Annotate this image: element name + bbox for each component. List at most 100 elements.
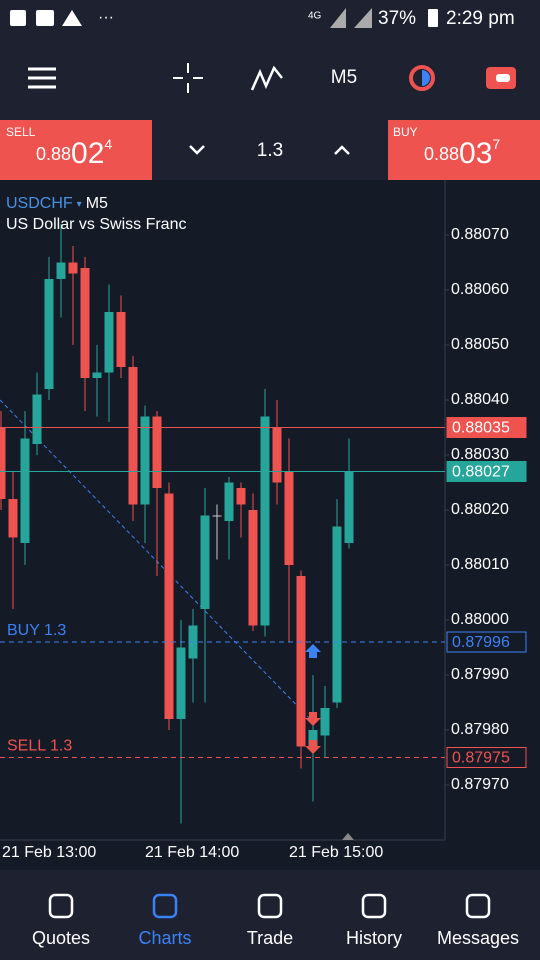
sell-price: 0.88024 <box>36 136 112 170</box>
price-fraction: 4 <box>104 136 112 152</box>
trade-button[interactable] <box>409 65 435 91</box>
volume-up[interactable] <box>334 145 350 155</box>
nav-label: History <box>346 928 402 948</box>
candle-body <box>236 488 246 505</box>
nav-icon <box>361 893 387 919</box>
candle-body <box>56 262 66 279</box>
signal-icon <box>330 8 372 28</box>
volume-down[interactable] <box>189 145 205 155</box>
candle-body <box>308 730 318 747</box>
y-tick-label: 0.88020 <box>451 501 509 518</box>
nav-label: Messages <box>437 928 519 948</box>
candle-body <box>284 471 294 565</box>
x-tick-label: 21 Feb 15:00 <box>289 844 383 861</box>
battery: 37% <box>378 8 416 29</box>
buy-label: BUY <box>393 125 418 139</box>
price-box <box>446 631 527 653</box>
price-box <box>446 747 527 768</box>
nav-items: Quotes Charts Trade History Messages <box>32 893 519 948</box>
symbol[interactable]: USDCHF <box>6 195 73 212</box>
candle-body <box>92 372 102 378</box>
nav-label: Trade <box>247 928 293 948</box>
network: 4G <box>308 11 322 22</box>
buy-button[interactable] <box>388 120 540 180</box>
candle-body <box>128 367 138 505</box>
candle-body <box>344 471 354 543</box>
nav-label: Charts <box>138 928 191 948</box>
crosshair-button[interactable] <box>173 63 203 93</box>
candle-body <box>248 510 258 626</box>
chart-header: USDCHF ▾ M5 <box>6 195 108 212</box>
order-label: BUY 1.3 <box>7 622 66 639</box>
nav-icon <box>152 893 178 919</box>
candle-body <box>0 427 6 499</box>
nav-icon <box>465 893 491 919</box>
symbol-description: US Dollar vs Swiss Franc <box>6 216 186 233</box>
sell-arrow <box>305 712 321 726</box>
price-big: 0.88 <box>36 144 71 164</box>
sell-label: SELL <box>6 125 36 139</box>
price-box-label: 0.88027 <box>452 464 510 481</box>
candle-body <box>140 416 150 505</box>
y-tick-label: 0.87970 <box>451 776 509 793</box>
price-pips: 03 <box>459 137 492 170</box>
candle-body <box>200 515 210 609</box>
order-label: SELL 1.3 <box>7 738 72 755</box>
price-box-label: 0.87996 <box>452 634 510 651</box>
y-tick-label: 0.88040 <box>451 391 509 408</box>
candle-body <box>224 482 234 521</box>
nav-item[interactable]: History <box>346 893 402 948</box>
y-tick-label: 0.87990 <box>451 666 509 683</box>
candle-body <box>32 394 42 444</box>
candle-body <box>68 262 78 274</box>
nav-item[interactable]: Trade <box>247 893 293 948</box>
nav-item[interactable]: Quotes <box>32 893 90 948</box>
status-bar <box>0 0 540 40</box>
y-tick-label: 0.88050 <box>451 336 509 353</box>
candle-body <box>104 312 114 373</box>
nav-icon <box>48 893 74 919</box>
chart: 0.880700.880600.880500.880400.880300.880… <box>0 224 527 861</box>
sell-button[interactable] <box>0 120 152 180</box>
battery-icon <box>428 9 438 27</box>
candle-body <box>152 416 162 488</box>
sell-arrow <box>305 740 321 754</box>
price-box-label: 0.87975 <box>452 750 510 767</box>
candle-body <box>8 499 18 538</box>
status-icon <box>36 10 54 26</box>
scroll-marker <box>342 833 354 840</box>
price-pips: 02 <box>71 137 104 170</box>
nav-item[interactable]: Messages <box>437 893 519 948</box>
x-tick-label: 21 Feb 13:00 <box>2 844 96 861</box>
nav-item[interactable]: Charts <box>138 893 192 948</box>
candle-body <box>44 279 54 389</box>
clock: 2:29 pm <box>446 8 515 29</box>
chart-timeframe: M5 <box>86 195 108 212</box>
bottom-nav <box>0 870 540 960</box>
status-icon <box>62 10 82 26</box>
candle-body <box>116 312 126 367</box>
candle-body <box>176 647 186 719</box>
symbol-caret: ▾ <box>77 199 82 210</box>
indicators-button[interactable] <box>250 65 283 91</box>
y-tick-label: 0.88030 <box>451 446 509 463</box>
candle-body <box>332 526 342 703</box>
volume[interactable]: 1.3 <box>257 140 283 161</box>
status-icon <box>10 10 26 26</box>
trade-icon <box>422 70 430 86</box>
price-big: 0.88 <box>424 144 459 164</box>
buy-price: 0.88037 <box>424 136 500 170</box>
status-more: ··· <box>98 9 114 26</box>
menu-button[interactable] <box>28 67 56 89</box>
one-click-icon <box>496 74 510 82</box>
candle-body <box>272 427 282 483</box>
price-box <box>446 417 527 438</box>
candle-body <box>260 416 270 626</box>
timeframe-button[interactable]: M5 <box>331 67 357 88</box>
candle-body <box>164 493 174 719</box>
y-tick-label: 0.87980 <box>451 721 509 738</box>
price-box-label: 0.88035 <box>452 420 510 437</box>
candle-body <box>20 438 30 543</box>
